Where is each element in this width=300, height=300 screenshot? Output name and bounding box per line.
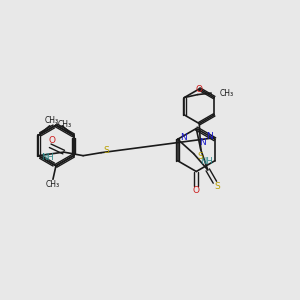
- Text: N: N: [180, 133, 187, 142]
- Text: S: S: [215, 182, 220, 191]
- Text: CH₃: CH₃: [44, 116, 58, 125]
- Text: S: S: [103, 146, 109, 155]
- Text: NH: NH: [41, 153, 54, 162]
- Text: O: O: [193, 186, 200, 195]
- Text: N: N: [199, 139, 206, 148]
- Text: N: N: [206, 132, 213, 141]
- Text: CH₃: CH₃: [219, 88, 233, 98]
- Text: CH₃: CH₃: [58, 120, 72, 129]
- Text: CH₃: CH₃: [46, 180, 60, 189]
- Text: O: O: [195, 85, 202, 94]
- Text: NH: NH: [200, 157, 213, 166]
- Text: O: O: [48, 136, 55, 145]
- Text: S: S: [197, 152, 203, 161]
